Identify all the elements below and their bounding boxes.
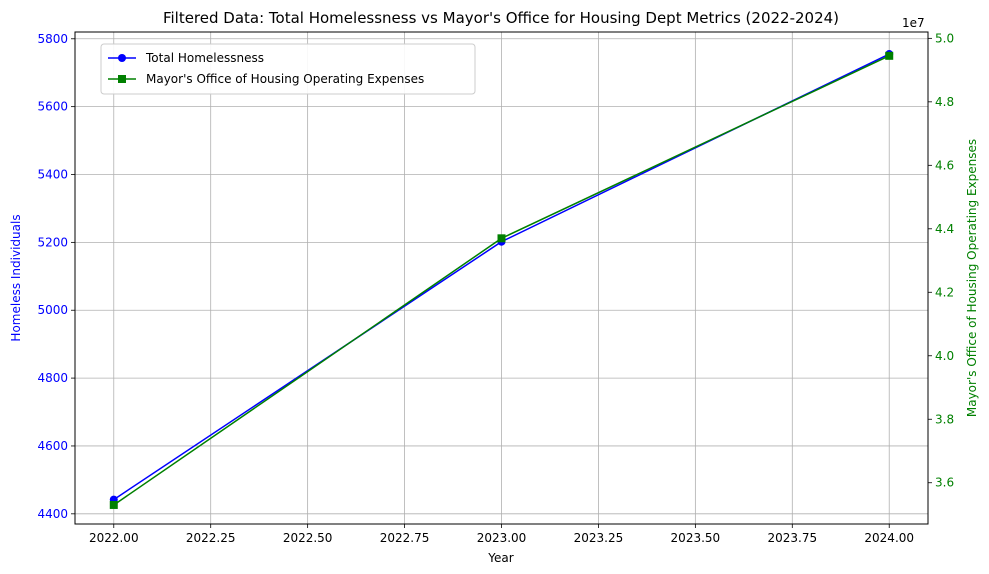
x-tick-label: 2023.75	[767, 531, 817, 545]
y-right-tick-label: 4.6	[935, 158, 954, 172]
data-point-housing-expenses	[497, 234, 506, 243]
x-tick-label: 2023.25	[574, 531, 624, 545]
y-right-tick-label: 4.4	[935, 222, 954, 236]
y-axis-right-label: Mayor's Office of Housing Operating Expe…	[965, 139, 979, 417]
y-left-tick-label: 5200	[37, 235, 68, 249]
y-left-tick-label: 4800	[37, 371, 68, 385]
y-left-tick-label: 5000	[37, 303, 68, 317]
y-right-tick-label: 4.0	[935, 349, 954, 363]
y-right-tick-label: 4.2	[935, 285, 954, 299]
y-right-tick-label: 4.8	[935, 95, 954, 109]
y-left-tick-label: 5400	[37, 168, 68, 182]
y-axis-left-label: Homeless Individuals	[9, 214, 23, 341]
x-tick-label: 2022.25	[186, 531, 236, 545]
x-axis-label: Year	[487, 551, 513, 565]
legend: Total Homelessness Mayor's Office of Hou…	[100, 43, 476, 95]
y-left-tick-label: 4400	[37, 507, 68, 521]
y-left-tick-label: 4600	[37, 439, 68, 453]
right-axis-offset-text: 1e7	[902, 16, 925, 30]
y-right-tick-label: 3.8	[935, 412, 954, 426]
legend-box	[100, 43, 476, 95]
chart-title: Filtered Data: Total Homelessness vs May…	[163, 9, 839, 27]
x-axis: 2022.00 2022.25 2022.50 2022.75 2023.00 2023.…	[89, 524, 914, 545]
y-axis-right: 3.6 3.8 4.0 4.2 4.4 4.6 4.8 5.0	[928, 31, 954, 490]
legend-marker-total-homelessness	[118, 54, 126, 62]
data-point-housing-expenses	[109, 500, 118, 509]
data-point-housing-expenses	[885, 51, 894, 60]
y-left-tick-label: 5600	[37, 100, 68, 114]
x-tick-label: 2022.00	[89, 531, 139, 545]
x-tick-label: 2023.00	[477, 531, 527, 545]
legend-label-total-homelessness: Total Homelessness	[145, 51, 264, 65]
x-tick-label: 2022.75	[380, 531, 430, 545]
x-tick-label: 2024.00	[864, 531, 914, 545]
legend-marker-housing-expenses	[118, 75, 126, 83]
y-right-tick-label: 5.0	[935, 31, 954, 45]
y-right-tick-label: 3.6	[935, 476, 954, 490]
x-tick-label: 2022.50	[283, 531, 333, 545]
y-axis-left: 4400 4600 4800 5000 5200 5400 5600 5800	[37, 32, 75, 521]
series-layer	[109, 50, 894, 509]
y-left-tick-label: 5800	[37, 32, 68, 46]
legend-label-housing-expenses: Mayor's Office of Housing Operating Expe…	[146, 72, 424, 86]
x-tick-label: 2023.50	[671, 531, 721, 545]
